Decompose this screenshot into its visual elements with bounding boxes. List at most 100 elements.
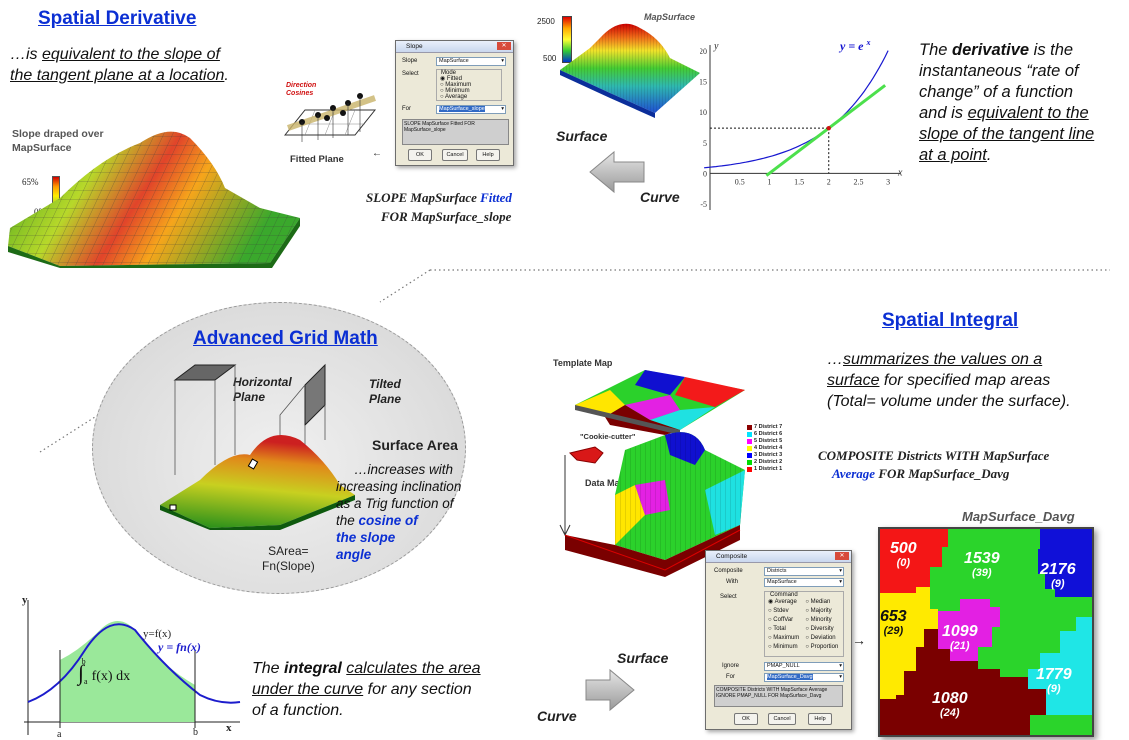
y-tick-label: 10 bbox=[700, 108, 707, 117]
command-option-maximum[interactable]: ○ Maximum bbox=[768, 635, 800, 641]
district-swatch bbox=[747, 439, 752, 444]
command-label: Command bbox=[770, 592, 798, 598]
ok-button[interactable]: OK bbox=[408, 149, 432, 161]
y-tick-label: 0 bbox=[703, 169, 707, 178]
district-swatch bbox=[747, 432, 752, 437]
curve-label-top: Curve bbox=[640, 189, 680, 205]
command-option-deviation[interactable]: ○ Deviation bbox=[805, 635, 836, 641]
integral-text: The integral calculates the area under t… bbox=[252, 660, 481, 719]
mode-option-minimum[interactable]: ○ Minimum bbox=[440, 88, 470, 94]
command-group: Command ◉ Average ○ Stdev ○ CoffVar ○ Total… bbox=[764, 591, 844, 657]
command-option-stdev[interactable]: ○ Stdev bbox=[768, 608, 789, 614]
slope-label: Slope bbox=[402, 58, 418, 64]
for-input[interactable]: MapSurface_Davg ▾ bbox=[764, 673, 844, 682]
fitted-plane-label: Fitted Plane bbox=[290, 154, 344, 165]
advanced-grid-math-title: Advanced Grid Math bbox=[193, 328, 378, 349]
mode-option-fitted[interactable]: ◉ Fitted bbox=[440, 76, 462, 82]
x-tick-label: 0.5 bbox=[735, 177, 745, 186]
ok-button[interactable]: OK bbox=[734, 713, 758, 725]
help-button[interactable]: Help bbox=[808, 713, 832, 725]
x-axis-label: x bbox=[897, 167, 903, 178]
mode-label: Mode bbox=[441, 70, 457, 76]
slope-surface-image bbox=[8, 131, 300, 268]
davg-map: 500 (0) 1539 (39) 2176 (9) 653 (29) 1099 (21)… bbox=[878, 527, 1094, 737]
command-option-coffvar[interactable]: ○ CoffVar bbox=[768, 617, 794, 623]
surface-area-title: Surface Area bbox=[372, 437, 458, 453]
spatial-integral-description: …summarizes the values on a surface for … bbox=[827, 351, 1071, 410]
davg-cell-1080: 1080 (24) bbox=[932, 690, 968, 720]
curve-to-surface-arrow-bottom-icon bbox=[585, 668, 635, 712]
command-option-majority[interactable]: ○ Majority bbox=[805, 608, 832, 614]
district-legend-label: 5 District 5 bbox=[754, 438, 783, 444]
y-tick-label: 5 bbox=[703, 139, 707, 148]
elevation-colorbar bbox=[562, 16, 572, 63]
mode-option-maximum[interactable]: ○ Maximum bbox=[440, 82, 472, 88]
mode-group: Mode ◉ Fitted ○ Maximum ○ Minimum ○ Aver… bbox=[436, 69, 502, 101]
cancel-button[interactable]: Cancel bbox=[442, 149, 468, 161]
command-option-median[interactable]: ○ Median bbox=[805, 599, 831, 605]
slope-select[interactable]: MapSurface ▾ bbox=[436, 57, 506, 66]
select-label: Select bbox=[720, 594, 737, 600]
davg-cell-1779: 1779 (9) bbox=[1036, 666, 1072, 696]
integral-formula: ∫abf(x) dx bbox=[78, 657, 131, 686]
mapsurface-3d-image bbox=[560, 23, 700, 118]
command-option-minimum[interactable]: ○ Minimum bbox=[768, 644, 798, 650]
derivative-chart: 20 15 10 5 0 -5 0.5 1 1.5 2 2.5 3 y x bbox=[700, 41, 903, 210]
help-button[interactable]: Help bbox=[476, 149, 500, 161]
district-legend-item: 1 District 1 bbox=[747, 466, 782, 473]
tangent-point bbox=[826, 125, 831, 131]
curve-to-surface-arrow-icon bbox=[589, 150, 645, 194]
left-arrow-icon: ← bbox=[372, 148, 382, 159]
cancel-button[interactable]: Cancel bbox=[768, 713, 796, 725]
spatial-derivative-description: …is equivalent to the slope of the tange… bbox=[10, 46, 229, 84]
template-and-data-map-stack bbox=[559, 370, 745, 577]
command-option-average[interactable]: ◉ Average bbox=[768, 599, 797, 605]
mode-option-average[interactable]: ○ Average bbox=[440, 94, 468, 100]
davg-cell-2176: 2176 (9) bbox=[1040, 561, 1076, 591]
district-swatch bbox=[747, 453, 752, 458]
integral-fnx-label: y = fn(x) bbox=[158, 640, 201, 654]
command-option-proportion[interactable]: ○ Proportion bbox=[805, 644, 839, 650]
integral-x-axis-label: x bbox=[226, 722, 232, 734]
district-legend-label: 7 District 7 bbox=[754, 424, 783, 430]
close-icon[interactable]: ✕ bbox=[497, 42, 511, 50]
slope-command-line-2: FOR MapSurface_slope bbox=[381, 209, 512, 224]
district-legend-item: 6 District 6 bbox=[747, 431, 782, 438]
integral-b-label: b bbox=[193, 727, 198, 738]
select-label: Select bbox=[402, 71, 419, 77]
for-input[interactable]: MapSurface_slope ▾ bbox=[436, 105, 506, 114]
command-option-minority[interactable]: ○ Minority bbox=[805, 617, 832, 623]
ignore-input[interactable]: PMAP_NULL ▾ bbox=[764, 662, 844, 671]
command-option-diversity[interactable]: ○ Diversity bbox=[805, 626, 834, 632]
integral-a-label: a bbox=[57, 729, 62, 740]
command-option-total[interactable]: ○ Total bbox=[768, 626, 786, 632]
composite-select[interactable]: Districts ▾ bbox=[764, 567, 844, 576]
district-legend-item: 2 District 2 bbox=[747, 459, 782, 466]
surface-label-bottom: Surface bbox=[617, 650, 669, 666]
composite-dialog-titlebar: Composite ✕ bbox=[706, 551, 851, 563]
template-map-label: Template Map bbox=[553, 358, 613, 368]
davg-cell-653: 653 (29) bbox=[880, 608, 907, 638]
fitted-plane-sketch bbox=[283, 93, 377, 142]
with-select[interactable]: MapSurface ▾ bbox=[764, 578, 844, 587]
district-legend-item: 7 District 7 bbox=[747, 424, 782, 431]
y-tick-label: 20 bbox=[700, 47, 707, 56]
data-map-label: Data Map bbox=[585, 478, 626, 488]
district-swatch bbox=[747, 425, 752, 430]
close-icon[interactable]: ✕ bbox=[835, 552, 849, 560]
x-tick-label: 2.5 bbox=[853, 177, 863, 186]
horizontal-plane-label: Horizontal Plane bbox=[233, 375, 292, 404]
x-tick-label: 2 bbox=[827, 177, 831, 186]
davg-cell-1539: 1539 (39) bbox=[964, 550, 1000, 580]
district-swatch bbox=[747, 460, 752, 465]
command-text-area[interactable]: SLOPE MapSurface Fitted FOR MapSurface_s… bbox=[402, 119, 509, 145]
derivative-equation: y = e x bbox=[840, 38, 871, 53]
planes-and-surface-illustration bbox=[160, 363, 355, 530]
exp-curve bbox=[704, 50, 889, 169]
composite-command-line-1: COMPOSITE Districts WITH MapSurface bbox=[818, 448, 1050, 463]
derivative-text: The derivative is the instantaneous “rat… bbox=[919, 41, 1095, 164]
district-legend-item: 5 District 5 bbox=[747, 438, 782, 445]
command-text-area[interactable]: COMPOSITE Districts WITH MapSurface Aver… bbox=[714, 685, 843, 707]
tilted-plane-label: Tilted Plane bbox=[369, 377, 402, 406]
